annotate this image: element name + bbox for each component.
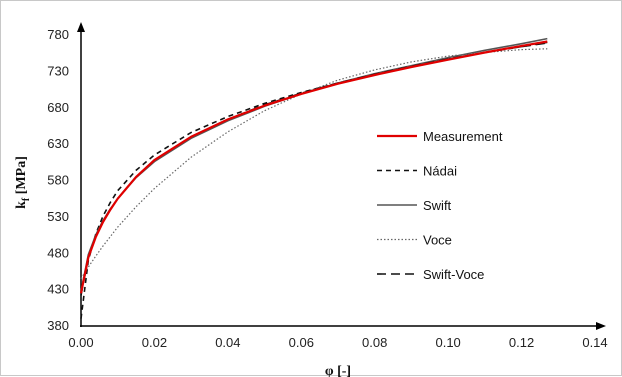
x-axis-label: φ [-] — [325, 364, 351, 377]
y-tick-label: 380 — [47, 318, 69, 333]
y-tick-label: 480 — [47, 245, 69, 260]
x-tick-label: 0.14 — [582, 335, 607, 350]
y-axis-arrow — [77, 22, 85, 32]
x-tick-label: 0.10 — [435, 335, 460, 350]
legend: Measurement Nádai Swift Voce Swift-Voce — [377, 129, 503, 282]
y-tick-label: 780 — [47, 27, 69, 42]
x-axis-arrow — [596, 322, 606, 330]
y-tick-label: 580 — [47, 173, 69, 188]
legend-label: Measurement — [423, 129, 503, 144]
tick-labels: 0.00 0.02 0.04 0.06 0.08 0.10 0.12 0.14 380 430 48… — [47, 27, 607, 350]
series-line-swift-voce — [80, 42, 548, 296]
y-tick-label: 630 — [47, 136, 69, 151]
x-tick-label: 0.04 — [215, 335, 240, 350]
y-tick-label: 430 — [47, 282, 69, 297]
x-tick-label: 0.06 — [289, 335, 314, 350]
series-line-measurement — [79, 40, 548, 294]
y-tick-label: 530 — [47, 209, 69, 224]
legend-label: Nádai — [423, 164, 457, 179]
x-tick-label: 0.08 — [362, 335, 387, 350]
y-axis-label-unit: [MPa] — [14, 156, 29, 198]
x-tick-label: 0.12 — [509, 335, 534, 350]
y-axis-label-subscript: f — [21, 197, 32, 201]
y-axis-label-main: k — [14, 201, 29, 209]
series-line-swift — [80, 37, 548, 292]
axes — [77, 22, 606, 330]
series-line-voce — [80, 48, 548, 280]
y-axis-label: kf [MPa] — [14, 156, 32, 209]
series-lines — [79, 37, 548, 319]
x-tick-label: 0.00 — [68, 335, 93, 350]
x-tick-label: 0.02 — [142, 335, 167, 350]
legend-label: Swift-Voce — [423, 267, 484, 282]
legend-label: Voce — [423, 233, 452, 248]
legend-label: Swift — [423, 198, 452, 213]
y-tick-label: 680 — [47, 100, 69, 115]
y-tick-label: 730 — [47, 63, 69, 78]
